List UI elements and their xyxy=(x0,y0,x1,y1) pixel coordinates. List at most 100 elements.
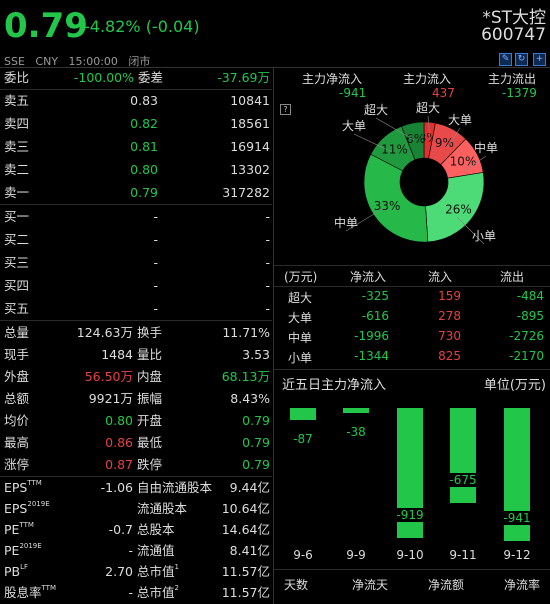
help-icon[interactable]: ? xyxy=(280,104,291,115)
flow-in: 730 xyxy=(438,329,461,343)
five-day-title: 近五日主力净流入 xyxy=(282,378,387,393)
flow-out: -895 xyxy=(516,309,544,323)
stat-row: 总量 124.63万 换手 11.71% xyxy=(0,322,272,344)
edit-icon[interactable]: ✎ xyxy=(499,53,512,66)
flow-in: 278 xyxy=(438,309,461,323)
main-outflow-label: 主力流出 xyxy=(488,72,537,86)
net-days-header: 净流天 xyxy=(352,578,389,592)
fundamental-label: PBLF xyxy=(4,561,28,583)
fundamental-label-sup: TTM xyxy=(41,584,56,592)
ask-row[interactable]: 卖五 0.83 10841 xyxy=(0,90,272,112)
pie-leader-line xyxy=(456,216,485,245)
fundamental-label-text: 流通股本 xyxy=(137,501,188,516)
stat-row: 外盘 56.50万 内盘 68.13万 xyxy=(0,366,272,388)
days-header: 天数 xyxy=(284,578,309,592)
diff-label: 委差 xyxy=(138,70,164,85)
pie-slice xyxy=(425,172,485,243)
stat-label: 总量 xyxy=(4,325,30,340)
stat-row: 均价 0.80 开盘 0.79 xyxy=(0,410,272,432)
flow-net: -325 xyxy=(361,289,389,303)
ask-price: 0.79 xyxy=(130,185,158,200)
stat-label: 均价 xyxy=(4,413,30,428)
fundamental-label-sup: 1 xyxy=(174,563,179,571)
fundamental-label: 股息率TTM xyxy=(4,582,56,604)
pie-leader-line xyxy=(465,155,487,171)
stat-label: 涨停 xyxy=(4,457,30,472)
stat-value: 0.80 xyxy=(105,413,133,428)
bid-label: 买五 xyxy=(4,301,30,316)
fundamental-value: -1.06 xyxy=(100,480,133,495)
fundamental-label: PETTM xyxy=(4,519,34,541)
fundamental-value: 14.64亿 xyxy=(221,522,270,537)
bid-price: - xyxy=(153,255,158,270)
market-meta: SSE CNY 15:00:00 闭市 xyxy=(4,55,151,68)
reset-icon[interactable]: ↻ xyxy=(515,53,528,66)
ask-row[interactable]: 卖二 0.80 13302 xyxy=(0,159,272,181)
fundamental-label-sup: 2 xyxy=(174,584,179,592)
net-amount-header: 净流额 xyxy=(428,578,465,592)
add-icon[interactable]: + xyxy=(533,53,546,66)
bid-row[interactable]: 买一 - - xyxy=(0,206,272,228)
fundamental-value: -0.7 xyxy=(108,522,133,537)
ask-label: 卖一 xyxy=(4,185,30,200)
fundamental-value: 11.57亿 xyxy=(221,564,270,579)
stat-label: 量比 xyxy=(137,347,163,362)
fundamental-row: EPSTTM -1.06 自由流通股本 9.44亿 xyxy=(0,477,272,499)
fundamental-label: EPSTTM xyxy=(4,477,42,499)
main-net-inflow-label: 主力净流入 xyxy=(302,72,363,86)
stat-value: 68.13万 xyxy=(221,369,270,384)
flow-table-row: 小单 -1344 825 -2170 xyxy=(0,349,550,367)
pie-category-label: 中单 xyxy=(474,140,498,155)
ask-row[interactable]: 卖三 0.81 16914 xyxy=(0,136,272,158)
flow-row-label: 中单 xyxy=(288,331,313,345)
ratio-value: -100.00% xyxy=(73,70,134,85)
ask-row[interactable]: 卖一 0.79 317282 xyxy=(0,182,272,204)
fundamental-row: PBLF 2.70 总市值1 11.57亿 xyxy=(0,561,272,583)
ask-price: 0.81 xyxy=(130,139,158,154)
bid-row[interactable]: 买二 - - xyxy=(0,229,272,251)
main-outflow-value: -1379 xyxy=(502,86,537,100)
stat-value: 0.87 xyxy=(105,457,133,472)
ask-label: 卖四 xyxy=(4,116,30,131)
fundamental-label-sup: LF xyxy=(20,563,29,571)
bid-row[interactable]: 买四 - - xyxy=(0,275,272,297)
fundamental-label-sup: 2019E xyxy=(19,542,42,550)
five-day-value-label: -675 xyxy=(445,473,481,487)
bid-row[interactable]: 买三 - - xyxy=(0,252,272,274)
flow-row-label: 大单 xyxy=(288,311,313,325)
ask-row[interactable]: 卖四 0.82 18561 xyxy=(0,113,272,135)
stat-value: 1484 xyxy=(101,347,133,362)
five-day-bar xyxy=(343,408,369,413)
flow-in: 825 xyxy=(438,349,461,363)
flow-row-label: 超大 xyxy=(288,291,313,305)
stat-value: 0.86 xyxy=(105,435,133,450)
stat-value: 0.79 xyxy=(242,413,270,428)
ask-price: 0.82 xyxy=(130,116,158,131)
pie-pct-label: 6% xyxy=(406,132,425,146)
ask-volume: 18561 xyxy=(230,116,270,131)
main-inflow-value: 437 xyxy=(432,86,455,100)
bid-price: - xyxy=(153,209,158,224)
stat-row: 总额 9921万 振幅 8.43% xyxy=(0,388,272,410)
fundamental-label: 总市值2 xyxy=(137,582,179,604)
bid-label: 买四 xyxy=(4,278,30,293)
fundamental-label-text: 总市值 xyxy=(137,564,175,579)
fundamental-label: PE2019E xyxy=(4,540,42,562)
ratio-label: 委比 xyxy=(4,70,30,85)
stat-label: 跌停 xyxy=(137,457,163,472)
stat-label: 内盘 xyxy=(137,369,163,384)
bid-row[interactable]: 买五 - - xyxy=(0,298,272,320)
current-price: 0.79 xyxy=(4,6,88,46)
stat-value: 56.50万 xyxy=(84,369,133,384)
flow-net: -1344 xyxy=(354,349,389,363)
fundamental-label-text: PB xyxy=(4,564,21,579)
pie-leader-line xyxy=(446,127,461,149)
pie-category-label: 小单 xyxy=(472,229,496,243)
stat-row: 现手 1484 量比 3.53 xyxy=(0,344,272,366)
fundamental-label: 总市值1 xyxy=(137,561,179,583)
flow-table-row: 超大 -325 159 -484 xyxy=(0,289,550,307)
bid-volume: - xyxy=(265,255,270,270)
flow-table-header-cell: (万元) xyxy=(284,270,318,284)
stat-value: 0.79 xyxy=(242,457,270,472)
